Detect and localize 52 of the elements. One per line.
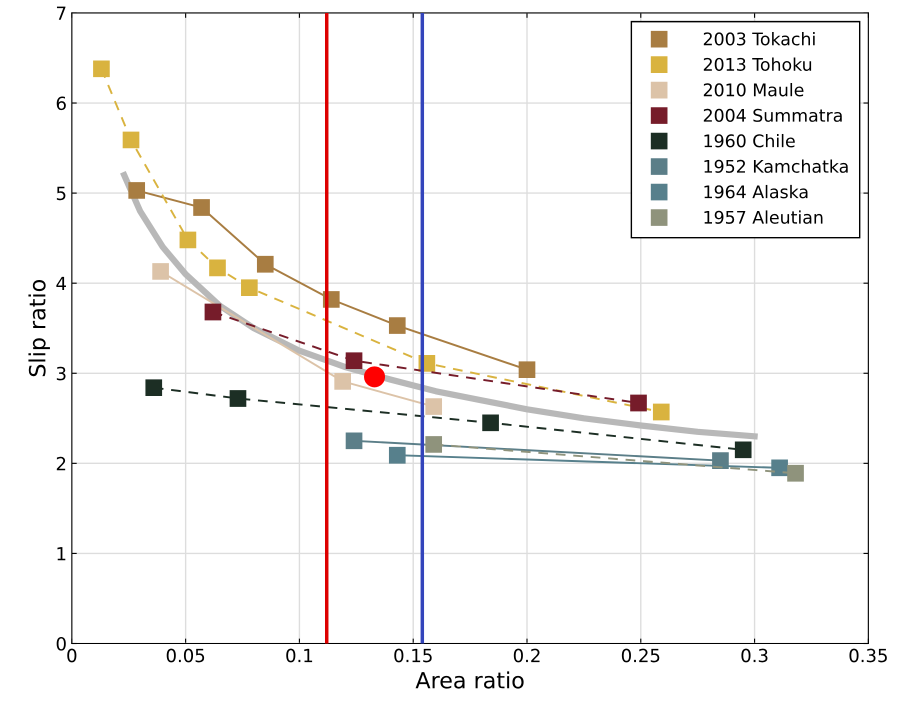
point xyxy=(652,404,670,420)
point xyxy=(364,366,386,388)
point xyxy=(128,182,146,199)
point xyxy=(122,132,140,148)
legend-label: 1964 Alaska xyxy=(704,184,808,198)
point xyxy=(482,414,499,432)
point xyxy=(346,352,362,369)
point xyxy=(346,432,362,450)
legend-label: 2004 Summatra xyxy=(704,108,842,122)
point xyxy=(630,394,647,412)
y-tick-label: 0 xyxy=(56,636,66,651)
x-tick-label: 0.35 xyxy=(849,648,887,662)
x-tick-label: 0.2 xyxy=(514,648,540,662)
y-tick-label: 3 xyxy=(56,366,66,380)
y-tick-label: 4 xyxy=(56,276,66,290)
legend-label: 2013 Tohoku xyxy=(704,58,812,71)
x-tick-label: 0 xyxy=(67,648,76,662)
point xyxy=(152,263,169,280)
point xyxy=(425,398,442,415)
point xyxy=(388,446,406,464)
y-tick-label: 2 xyxy=(56,456,66,470)
point xyxy=(230,390,246,407)
point xyxy=(256,256,274,273)
point xyxy=(204,304,222,320)
legend-label: 2010 Maule xyxy=(704,83,804,96)
point xyxy=(209,260,226,276)
point xyxy=(425,436,442,453)
x-tick-label: 0.1 xyxy=(286,648,312,662)
x-axis-title: Area ratio xyxy=(416,671,524,689)
y-tick-label: 6 xyxy=(56,96,66,110)
point xyxy=(334,373,351,390)
point xyxy=(145,379,162,396)
x-tick-label: 0.3 xyxy=(741,648,768,662)
legend-label: 2003 Tokachi xyxy=(704,32,815,46)
point xyxy=(180,232,196,248)
legend-label: 1957 Aleutian xyxy=(704,210,822,224)
point xyxy=(787,464,804,482)
point xyxy=(193,199,210,216)
point xyxy=(518,361,536,378)
x-tick-label: 0.05 xyxy=(166,648,204,662)
y-tick-label: 7 xyxy=(56,6,66,20)
x-tick-label: 0.25 xyxy=(622,648,660,662)
point xyxy=(734,442,752,458)
y-axis-title: Slip ratio xyxy=(28,280,50,376)
legend-label: 1960 Chile xyxy=(704,134,795,148)
legend-label: 1952 Kamchatka xyxy=(704,159,848,173)
y-tick-label: 5 xyxy=(56,186,66,200)
point xyxy=(93,60,110,78)
x-tick-label: 0.15 xyxy=(394,648,432,662)
point xyxy=(241,279,258,296)
point xyxy=(388,317,406,334)
y-tick-label: 1 xyxy=(57,547,66,560)
